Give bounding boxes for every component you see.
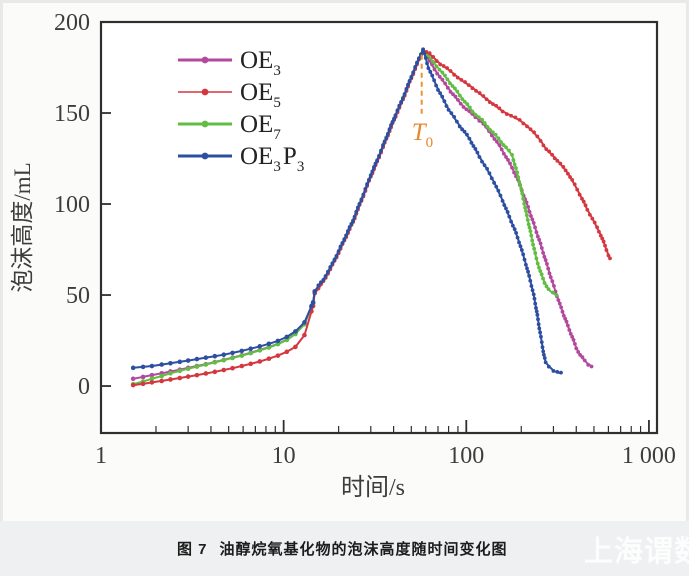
figure-number: 图 7 — [177, 541, 208, 558]
plot-background — [101, 22, 657, 433]
svg-text:150: 150 — [54, 101, 90, 127]
series-OE3P3 — [130, 47, 563, 375]
svg-text:100: 100 — [54, 192, 90, 218]
legend-label-OE5: OE5 — [240, 79, 283, 111]
caption-band: 图 7 油醇烷氧基化物的泡沫高度随时间变化图 — [0, 521, 689, 576]
legend-marker-OE7 — [201, 120, 209, 128]
tick-labels: 1 10 100 1 000 0 50 100 150 200 — [54, 10, 676, 469]
svg-text:0: 0 — [78, 374, 90, 400]
legend-marker-OE5 — [201, 88, 209, 96]
svg-text:10: 10 — [272, 443, 296, 469]
legend-label-OE3P3: OE3 P3 — [240, 143, 306, 175]
figure-title: 油醇烷氧基化物的泡沫高度随时间变化图 — [219, 541, 508, 558]
legend-entry-OE7: OE7 — [178, 111, 283, 143]
legend-marker-OE3P3 — [201, 152, 209, 160]
figure-caption: 图 7 油醇烷氧基化物的泡沫高度随时间变化图 — [177, 538, 508, 559]
x-axis-label: 时间/s — [341, 474, 405, 501]
chart-svg: 1 10 100 1 000050100150200时间/s泡沫高度/mLT0OE3 … — [10, 10, 676, 501]
legend-marker-OE3 — [201, 56, 209, 64]
watermark: 上海谓数 — [584, 536, 689, 568]
svg-text:1 000: 1 000 — [622, 443, 676, 469]
svg-text:1: 1 — [95, 443, 107, 469]
plot-frame — [99, 20, 659, 435]
y-axis-label: 泡沫高度/mL — [10, 162, 35, 292]
axis-ticks — [100, 21, 650, 433]
svg-text:100: 100 — [448, 443, 484, 469]
svg-text:50: 50 — [66, 283, 90, 309]
legend-label-OE3: OE3 — [240, 47, 283, 79]
legend-entry-OE3: OE3 — [178, 47, 283, 79]
legend: OE3 OE5 OE7 OE3 P3 — [178, 47, 306, 175]
svg-text:200: 200 — [54, 10, 90, 36]
legend-entry-OE5: OE5 — [178, 79, 283, 111]
legend-entry-OE3P3: OE3 P3 — [178, 143, 306, 175]
legend-label-OE7: OE7 — [240, 111, 283, 143]
foam-height-chart: 1 10 100 1 000 0 50 100 150 200 时间/s 泡沫高度/mL T0 OE3 … — [10, 10, 676, 501]
